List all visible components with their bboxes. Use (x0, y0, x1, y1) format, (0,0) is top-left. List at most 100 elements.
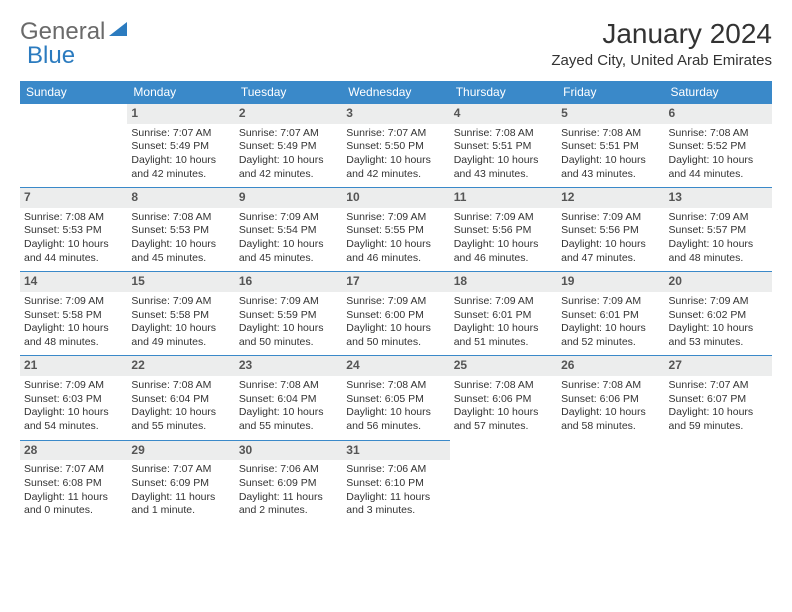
daylight-text-1: Daylight: 10 hours (239, 406, 338, 420)
day-number: 10 (342, 188, 449, 208)
sunset-text: Sunset: 6:00 PM (346, 309, 445, 323)
daylight-text-1: Daylight: 10 hours (346, 154, 445, 168)
daylight-text-2: and 55 minutes. (239, 420, 338, 434)
daylight-text-2: and 3 minutes. (346, 504, 445, 518)
weekday-row: Sunday Monday Tuesday Wednesday Thursday… (20, 81, 772, 104)
day-number: 9 (235, 188, 342, 208)
daylight-text-2: and 0 minutes. (24, 504, 123, 518)
sunset-text: Sunset: 6:05 PM (346, 393, 445, 407)
daylight-text-2: and 42 minutes. (131, 168, 230, 182)
day-cell: 29 Sunrise: 7:07 AMSunset: 6:09 PMDayligh… (127, 440, 234, 524)
sunset-text: Sunset: 6:09 PM (131, 477, 230, 491)
daylight-text-2: and 42 minutes. (346, 168, 445, 182)
sunset-text: Sunset: 5:58 PM (24, 309, 123, 323)
day-cell: 25Sunrise: 7:08 AMSunset: 6:06 PMDayligh… (450, 356, 557, 440)
day-cell: 12Sunrise: 7:09 AMSunset: 5:56 PMDayligh… (557, 188, 664, 272)
sunset-text: Sunset: 6:01 PM (454, 309, 553, 323)
calendar-table: Sunday Monday Tuesday Wednesday Thursday… (20, 81, 772, 524)
daylight-text-1: Daylight: 10 hours (131, 322, 230, 336)
day-cell: 18Sunrise: 7:09 AMSunset: 6:01 PMDayligh… (450, 272, 557, 356)
day-cell: 4Sunrise: 7:08 AMSunset: 5:51 PMDaylight… (450, 104, 557, 188)
day-number: 27 (665, 356, 772, 376)
daylight-text-2: and 56 minutes. (346, 420, 445, 434)
logo-sail-icon (109, 20, 129, 36)
daylight-text-1: Daylight: 10 hours (454, 322, 553, 336)
daylight-text-1: Daylight: 10 hours (561, 322, 660, 336)
day-number: 29 (127, 441, 234, 461)
sunrise-text: Sunrise: 7:08 AM (346, 379, 445, 393)
day-number: 15 (127, 272, 234, 292)
day-number: 25 (450, 356, 557, 376)
daylight-text-1: Daylight: 10 hours (454, 238, 553, 252)
sunrise-text: Sunrise: 7:09 AM (239, 211, 338, 225)
sunset-text: Sunset: 5:56 PM (561, 224, 660, 238)
daylight-text-2: and 2 minutes. (239, 504, 338, 518)
sunset-text: Sunset: 5:57 PM (669, 224, 768, 238)
daylight-text-2: and 46 minutes. (454, 252, 553, 266)
day-number: 1 (127, 104, 234, 124)
sunset-text: Sunset: 6:04 PM (131, 393, 230, 407)
day-number: 2 (235, 104, 342, 124)
sunset-text: Sunset: 6:07 PM (669, 393, 768, 407)
day-number: 5 (557, 104, 664, 124)
daylight-text-1: Daylight: 10 hours (239, 154, 338, 168)
daylight-text-1: Daylight: 10 hours (24, 406, 123, 420)
sunrise-text: Sunrise: 7:09 AM (669, 211, 768, 225)
daylight-text-1: Daylight: 10 hours (561, 154, 660, 168)
sunset-text: Sunset: 6:09 PM (239, 477, 338, 491)
day-cell: 21Sunrise: 7:09 AMSunset: 6:03 PMDayligh… (20, 356, 127, 440)
sunset-text: Sunset: 6:08 PM (24, 477, 123, 491)
sunrise-text: Sunrise: 7:06 AM (239, 463, 338, 477)
daylight-text-2: and 50 minutes. (239, 336, 338, 350)
sunrise-text: Sunrise: 7:08 AM (669, 127, 768, 141)
day-number: 28 (20, 441, 127, 461)
sunrise-text: Sunrise: 7:09 AM (454, 295, 553, 309)
day-cell: 17Sunrise: 7:09 AMSunset: 6:00 PMDayligh… (342, 272, 449, 356)
day-number: 19 (557, 272, 664, 292)
title-block: January 2024 Zayed City, United Arab Emi… (551, 18, 772, 69)
day-number: 4 (450, 104, 557, 124)
sunset-text: Sunset: 6:10 PM (346, 477, 445, 491)
daylight-text-1: Daylight: 10 hours (669, 406, 768, 420)
sunset-text: Sunset: 6:04 PM (239, 393, 338, 407)
sunrise-text: Sunrise: 7:09 AM (561, 211, 660, 225)
sunrise-text: Sunrise: 7:09 AM (454, 211, 553, 225)
day-number: 14 (20, 272, 127, 292)
day-cell: 5Sunrise: 7:08 AMSunset: 5:51 PMDaylight… (557, 104, 664, 188)
day-number: 23 (235, 356, 342, 376)
sunrise-text: Sunrise: 7:07 AM (239, 127, 338, 141)
daylight-text-2: and 49 minutes. (131, 336, 230, 350)
sunrise-text: Sunrise: 7:07 AM (346, 127, 445, 141)
sunset-text: Sunset: 5:50 PM (346, 140, 445, 154)
sunset-text: Sunset: 5:52 PM (669, 140, 768, 154)
day-number: 13 (665, 188, 772, 208)
day-cell: 26Sunrise: 7:08 AMSunset: 6:06 PMDayligh… (557, 356, 664, 440)
day-cell: 13Sunrise: 7:09 AMSunset: 5:57 PMDayligh… (665, 188, 772, 272)
day-number: 8 (127, 188, 234, 208)
page-header: General January 2024 Zayed City, United … (20, 18, 772, 69)
sunrise-text: Sunrise: 7:07 AM (131, 463, 230, 477)
daylight-text-2: and 59 minutes. (669, 420, 768, 434)
day-cell: 31Sunrise: 7:06 AMSunset: 6:10 PMDayligh… (342, 440, 449, 524)
day-number: 11 (450, 188, 557, 208)
daylight-text-1: Daylight: 11 hours (131, 491, 230, 505)
sunset-text: Sunset: 6:06 PM (454, 393, 553, 407)
week-row: 28 Sunrise: 7:07 AM Sunset: 6:08 PM Dayligh… (20, 440, 772, 524)
day-number: 17 (342, 272, 449, 292)
sunset-text: Sunset: 5:51 PM (454, 140, 553, 154)
day-cell: 24Sunrise: 7:08 AMSunset: 6:05 PMDayligh… (342, 356, 449, 440)
weekday-header: Tuesday (235, 81, 342, 104)
weekday-header: Wednesday (342, 81, 449, 104)
day-cell: 16Sunrise: 7:09 AMSunset: 5:59 PMDayligh… (235, 272, 342, 356)
location: Zayed City, United Arab Emirates (551, 52, 772, 69)
sunrise-text: Sunrise: 7:09 AM (346, 295, 445, 309)
daylight-text-2: and 47 minutes. (561, 252, 660, 266)
day-number: 7 (20, 188, 127, 208)
day-cell: . (20, 104, 127, 188)
daylight-text-2: and 44 minutes. (24, 252, 123, 266)
daylight-text-1: Daylight: 10 hours (24, 322, 123, 336)
sunset-text: Sunset: 5:54 PM (239, 224, 338, 238)
daylight-text-2: and 42 minutes. (239, 168, 338, 182)
day-number: 21 (20, 356, 127, 376)
daylight-text-2: and 45 minutes. (131, 252, 230, 266)
